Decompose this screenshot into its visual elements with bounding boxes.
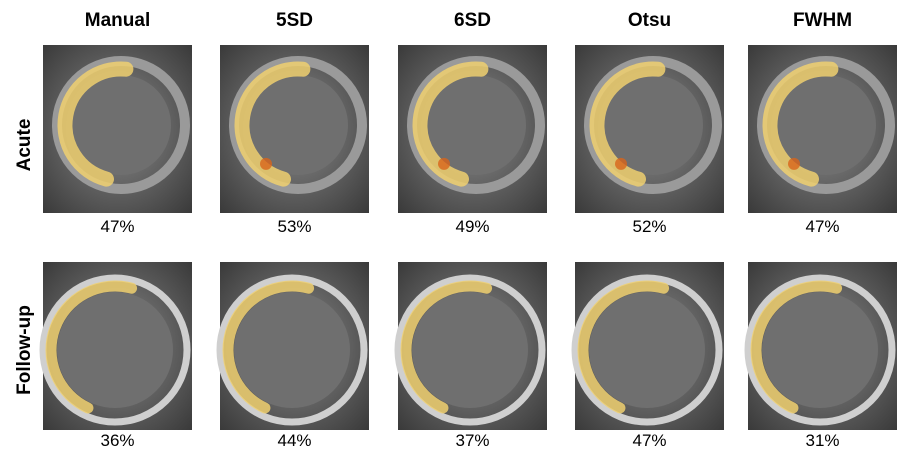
core-region [615,158,627,170]
core-region [788,158,800,170]
figure: Manual 5SD 6SD Otsu FWHM Acute 47% 53% 49% 52% 47%… [0,0,907,458]
mri-image [575,262,724,430]
mri-image [43,45,192,213]
column-title: 5SD [276,10,313,31]
mri-image [398,262,547,430]
row-label: Acute [14,119,35,172]
column-title: Manual [85,10,150,31]
percentage: 53% [277,217,311,236]
column-title: Otsu [628,10,671,31]
percentage: 49% [455,217,489,236]
mri-image [220,262,369,430]
column-title: FWHM [793,10,852,31]
blood-pool [57,292,173,408]
row-label: Follow-up [14,305,35,395]
mri-image [398,45,547,213]
core-region [438,158,450,170]
mri-image [43,262,192,430]
page: Manual 5SD 6SD Otsu FWHM Acute 47% 53% 49% 52% 47%… [0,0,907,458]
percentage: 47% [805,217,839,236]
mri-image [748,45,897,213]
percentage: 44% [277,431,311,450]
mri-image [575,45,724,213]
blood-pool [234,292,350,408]
column-title: 6SD [454,10,491,31]
mri-image [220,45,369,213]
percentage: 52% [632,217,666,236]
percentage: 37% [455,431,489,450]
percentage: 47% [632,431,666,450]
blood-pool [589,292,705,408]
percentage: 36% [100,431,134,450]
core-region [260,158,272,170]
mri-image [748,262,897,430]
percentage: 31% [805,431,839,450]
percentage: 47% [100,217,134,236]
blood-pool [762,292,878,408]
blood-pool [412,292,528,408]
